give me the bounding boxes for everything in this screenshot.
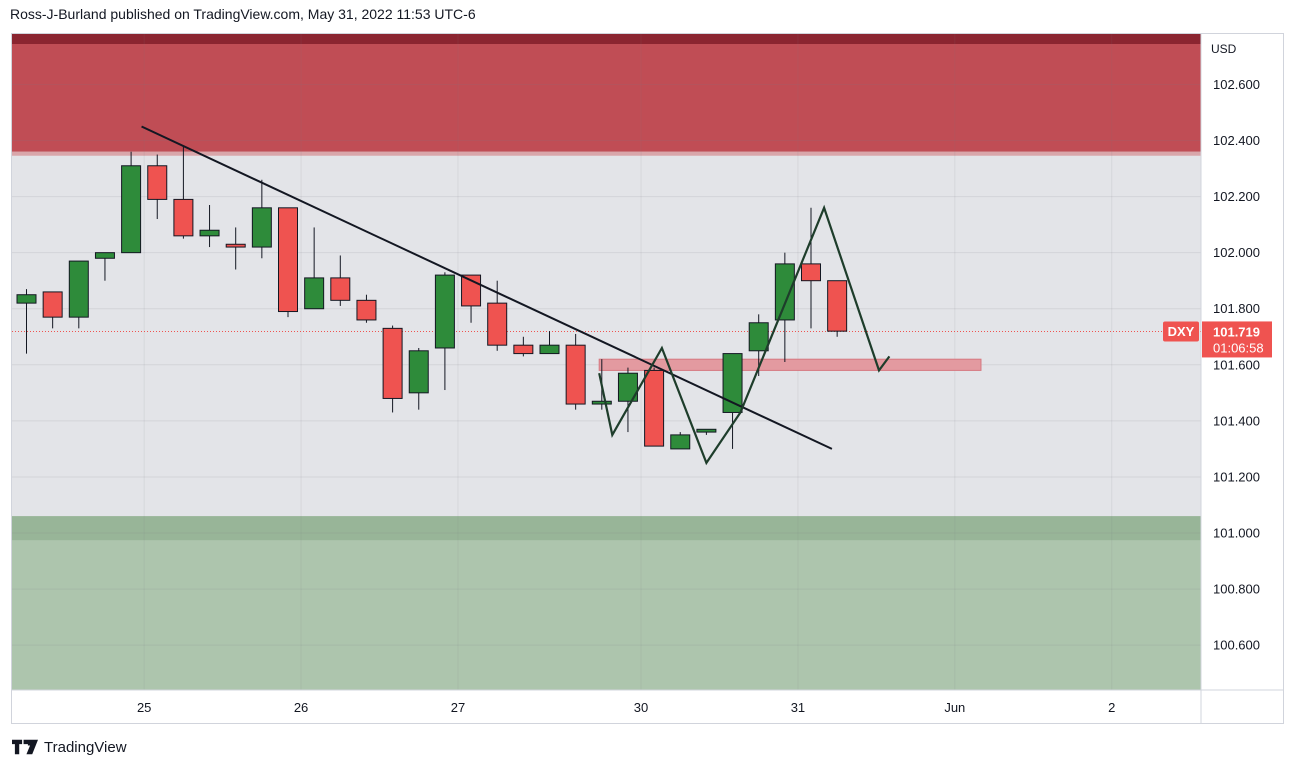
candle-body [827, 280, 848, 332]
candle-body [434, 274, 455, 349]
price-badge [1202, 321, 1272, 358]
candle-body [278, 207, 298, 313]
y-tick-label: 101.800 [1213, 301, 1260, 316]
candle-body [304, 277, 325, 310]
candle-body [774, 263, 795, 321]
candle-body [617, 372, 638, 402]
candle-body [356, 299, 377, 321]
candle-body [722, 353, 743, 413]
x-tick-label: 26 [294, 700, 308, 715]
y-tick-label: 102.400 [1213, 133, 1260, 148]
candle-body [513, 344, 534, 355]
symbol-badge-label: DXY [1168, 324, 1195, 339]
candlestick-chart[interactable]: USD 102.600 102.400 102.200 102.000 101.800 10… [12, 34, 1283, 723]
candle-body [748, 322, 769, 352]
last-price-label: 101.719 [1213, 324, 1260, 339]
tradingview-logo-icon [12, 739, 38, 755]
candle-body [42, 291, 63, 318]
support-line-zone [598, 358, 982, 371]
footer: TradingView [12, 737, 127, 757]
candle-body [644, 369, 665, 447]
support-zone-band [12, 516, 1201, 541]
candle-body [251, 207, 272, 248]
candle-body [147, 165, 168, 200]
candle-body [16, 294, 37, 304]
resistance-zone-border [12, 151, 1201, 156]
candle-body [487, 302, 508, 346]
symbol-badge [1163, 321, 1199, 342]
candle-body [225, 243, 246, 248]
y-tick-label: 101.200 [1213, 469, 1260, 484]
candle-body [94, 252, 115, 259]
candle-body [173, 198, 194, 237]
candle-body [539, 344, 560, 355]
candle-body [199, 229, 220, 237]
trendline [141, 125, 833, 450]
x-tick-label: 27 [451, 700, 465, 715]
resistance-zone [12, 34, 1201, 152]
x-tick-label: Jun [944, 700, 965, 715]
candle-body [121, 165, 142, 254]
candle-body [330, 277, 351, 301]
y-tick-label: 101.400 [1213, 413, 1260, 428]
x-tick-label: 2 [1108, 700, 1115, 715]
publish-caption: Ross-J-Burland published on TradingView.… [10, 6, 476, 22]
x-tick-label: 30 [634, 700, 648, 715]
candle-body [408, 350, 429, 394]
candle-body [696, 428, 717, 433]
currency-label: USD [1211, 42, 1237, 56]
y-tick-label: 101.600 [1213, 357, 1260, 372]
chart-frame[interactable]: USD 102.600 102.400 102.200 102.000 101.800 10… [11, 33, 1284, 724]
countdown-label: 01:06:58 [1213, 340, 1264, 355]
y-tick-label: 101.000 [1213, 526, 1260, 541]
y-tick-label: 102.000 [1213, 245, 1260, 260]
y-tick-label: 100.800 [1213, 582, 1260, 597]
candle-body [670, 434, 691, 450]
footer-brand: TradingView [44, 738, 127, 756]
candle-body [591, 400, 612, 405]
y-tick-label: 100.600 [1213, 638, 1260, 653]
projection-path [598, 204, 891, 466]
x-tick-label: 25 [137, 700, 151, 715]
candle-body [801, 263, 821, 282]
candle-body [382, 327, 403, 399]
support-zone [12, 516, 1201, 690]
y-tick-label: 102.600 [1213, 77, 1260, 92]
candle-body [565, 344, 586, 405]
x-tick-label: 31 [791, 700, 805, 715]
resistance-zone-edge [12, 34, 1201, 44]
candle-body [68, 260, 89, 318]
y-tick-label: 102.200 [1213, 189, 1260, 204]
